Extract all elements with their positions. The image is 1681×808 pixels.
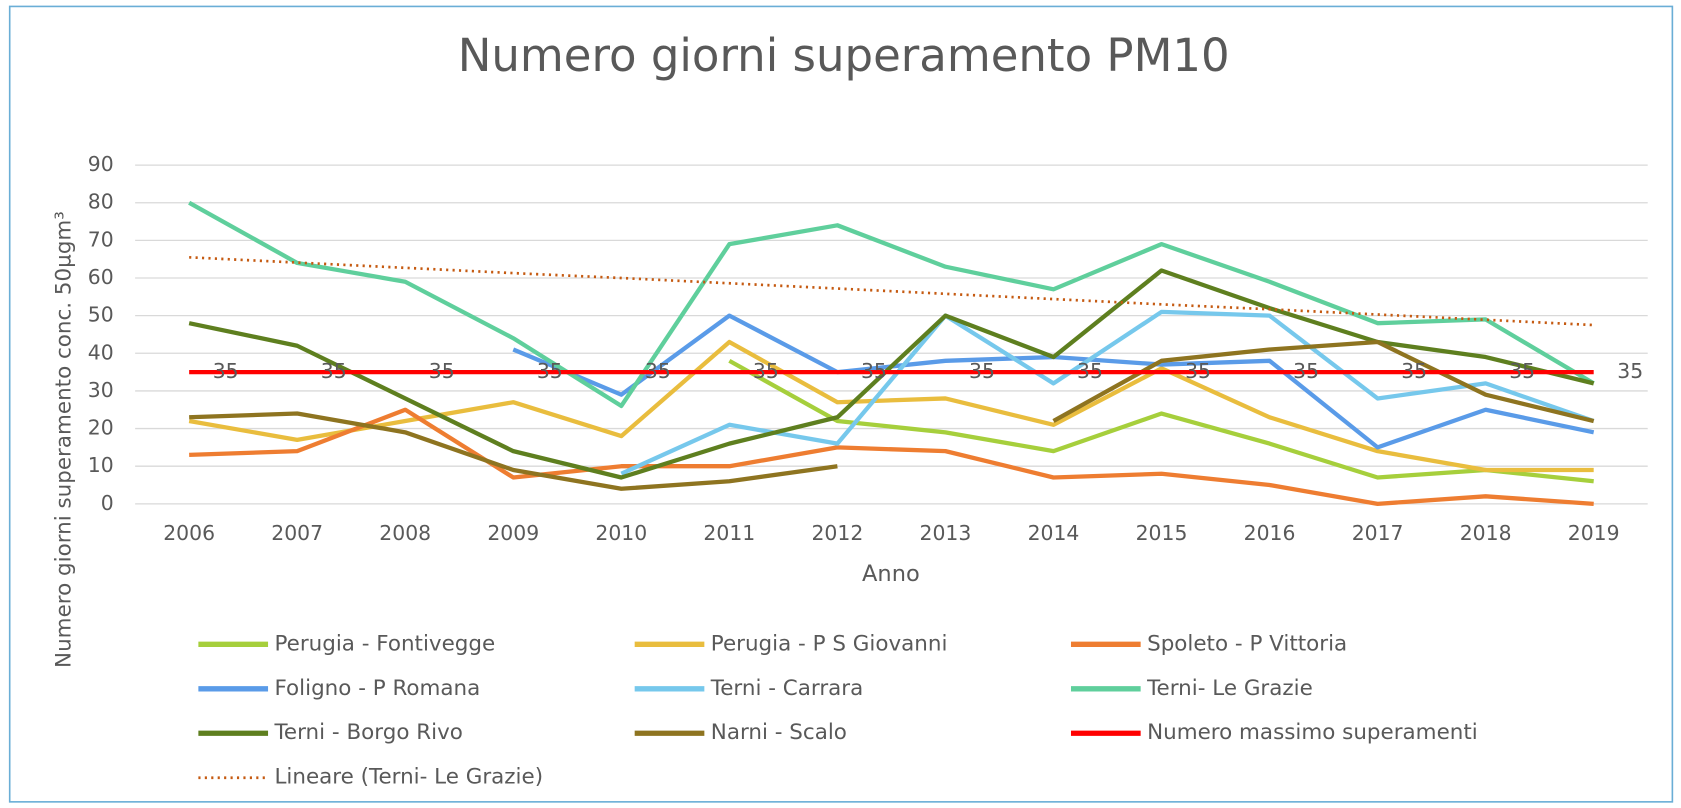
series-line bbox=[188, 268, 1595, 480]
data-label: 35 bbox=[1293, 359, 1319, 383]
x-tick-label: 2006 bbox=[163, 521, 215, 545]
x-tick-label: 2013 bbox=[920, 521, 972, 545]
y-tick-label: 90 bbox=[88, 152, 114, 176]
y-tick-label: 30 bbox=[88, 378, 114, 402]
x-tick-label: 2018 bbox=[1460, 521, 1512, 545]
series-line bbox=[620, 309, 1595, 476]
x-tick-label: 2015 bbox=[1136, 521, 1188, 545]
data-label: 35 bbox=[969, 359, 995, 383]
series-line bbox=[188, 339, 1594, 473]
legend-label: Perugia - P S Giovanni bbox=[711, 631, 948, 656]
data-label: 35 bbox=[429, 359, 455, 383]
x-tick-label: 2009 bbox=[487, 521, 539, 545]
x-tick-label: 2016 bbox=[1244, 521, 1296, 545]
y-axis-title: Numero giorni superamento conc. 50µgm³ bbox=[51, 211, 76, 668]
legend-label: Terni - Borgo Rivo bbox=[273, 720, 462, 745]
x-axis-title: Anno bbox=[862, 561, 920, 587]
y-tick-label: 20 bbox=[88, 416, 114, 440]
legend-label: Terni - Carrara bbox=[710, 676, 863, 701]
x-tick-label: 2010 bbox=[595, 521, 647, 545]
y-tick-label: 0 bbox=[101, 491, 114, 515]
data-label: 35 bbox=[537, 359, 563, 383]
data-label: 35 bbox=[753, 359, 779, 383]
x-tick-label: 2014 bbox=[1028, 521, 1080, 545]
data-label: 35 bbox=[1401, 359, 1427, 383]
legend-label: Terni- Le Grazie bbox=[1146, 676, 1313, 701]
y-tick-label: 40 bbox=[88, 340, 114, 364]
legend-label: Foligno - P Romana bbox=[274, 676, 480, 701]
y-tick-label: 60 bbox=[88, 265, 114, 289]
data-label: 35 bbox=[1077, 359, 1103, 383]
x-tick-label: 2011 bbox=[703, 521, 755, 545]
legend-label: Spoleto - P Vittoria bbox=[1147, 631, 1347, 656]
y-tick-label: 70 bbox=[88, 227, 114, 251]
y-tick-label: 10 bbox=[88, 453, 114, 477]
series-line bbox=[189, 407, 1594, 506]
legend-label: Lineare (Terni- Le Grazie) bbox=[274, 765, 543, 790]
x-tick-label: 2007 bbox=[271, 521, 323, 545]
chart-title: Numero giorni superamento PM10 bbox=[458, 29, 1230, 82]
data-label: 35 bbox=[213, 359, 239, 383]
x-tick-label: 2008 bbox=[379, 521, 431, 545]
data-label: 35 bbox=[1509, 359, 1535, 383]
data-label: 35 bbox=[321, 359, 347, 383]
data-label: 35 bbox=[645, 359, 671, 383]
legend-label: Narni - Scalo bbox=[711, 720, 847, 745]
series-line bbox=[189, 255, 1594, 327]
series-line bbox=[188, 200, 1595, 409]
x-tick-label: 2019 bbox=[1568, 521, 1620, 545]
data-label: 35 bbox=[1617, 359, 1643, 383]
data-label: 35 bbox=[861, 359, 887, 383]
y-tick-label: 80 bbox=[88, 190, 114, 214]
x-tick-label: 2012 bbox=[811, 521, 863, 545]
data-label: 35 bbox=[1185, 359, 1211, 383]
y-tick-label: 50 bbox=[88, 303, 114, 327]
series-line bbox=[189, 411, 838, 491]
series-line bbox=[728, 358, 1594, 484]
legend-label: Numero massimo superamenti bbox=[1147, 720, 1478, 745]
x-tick-label: 2017 bbox=[1352, 521, 1404, 545]
legend-label: Perugia - Fontivegge bbox=[274, 631, 495, 656]
